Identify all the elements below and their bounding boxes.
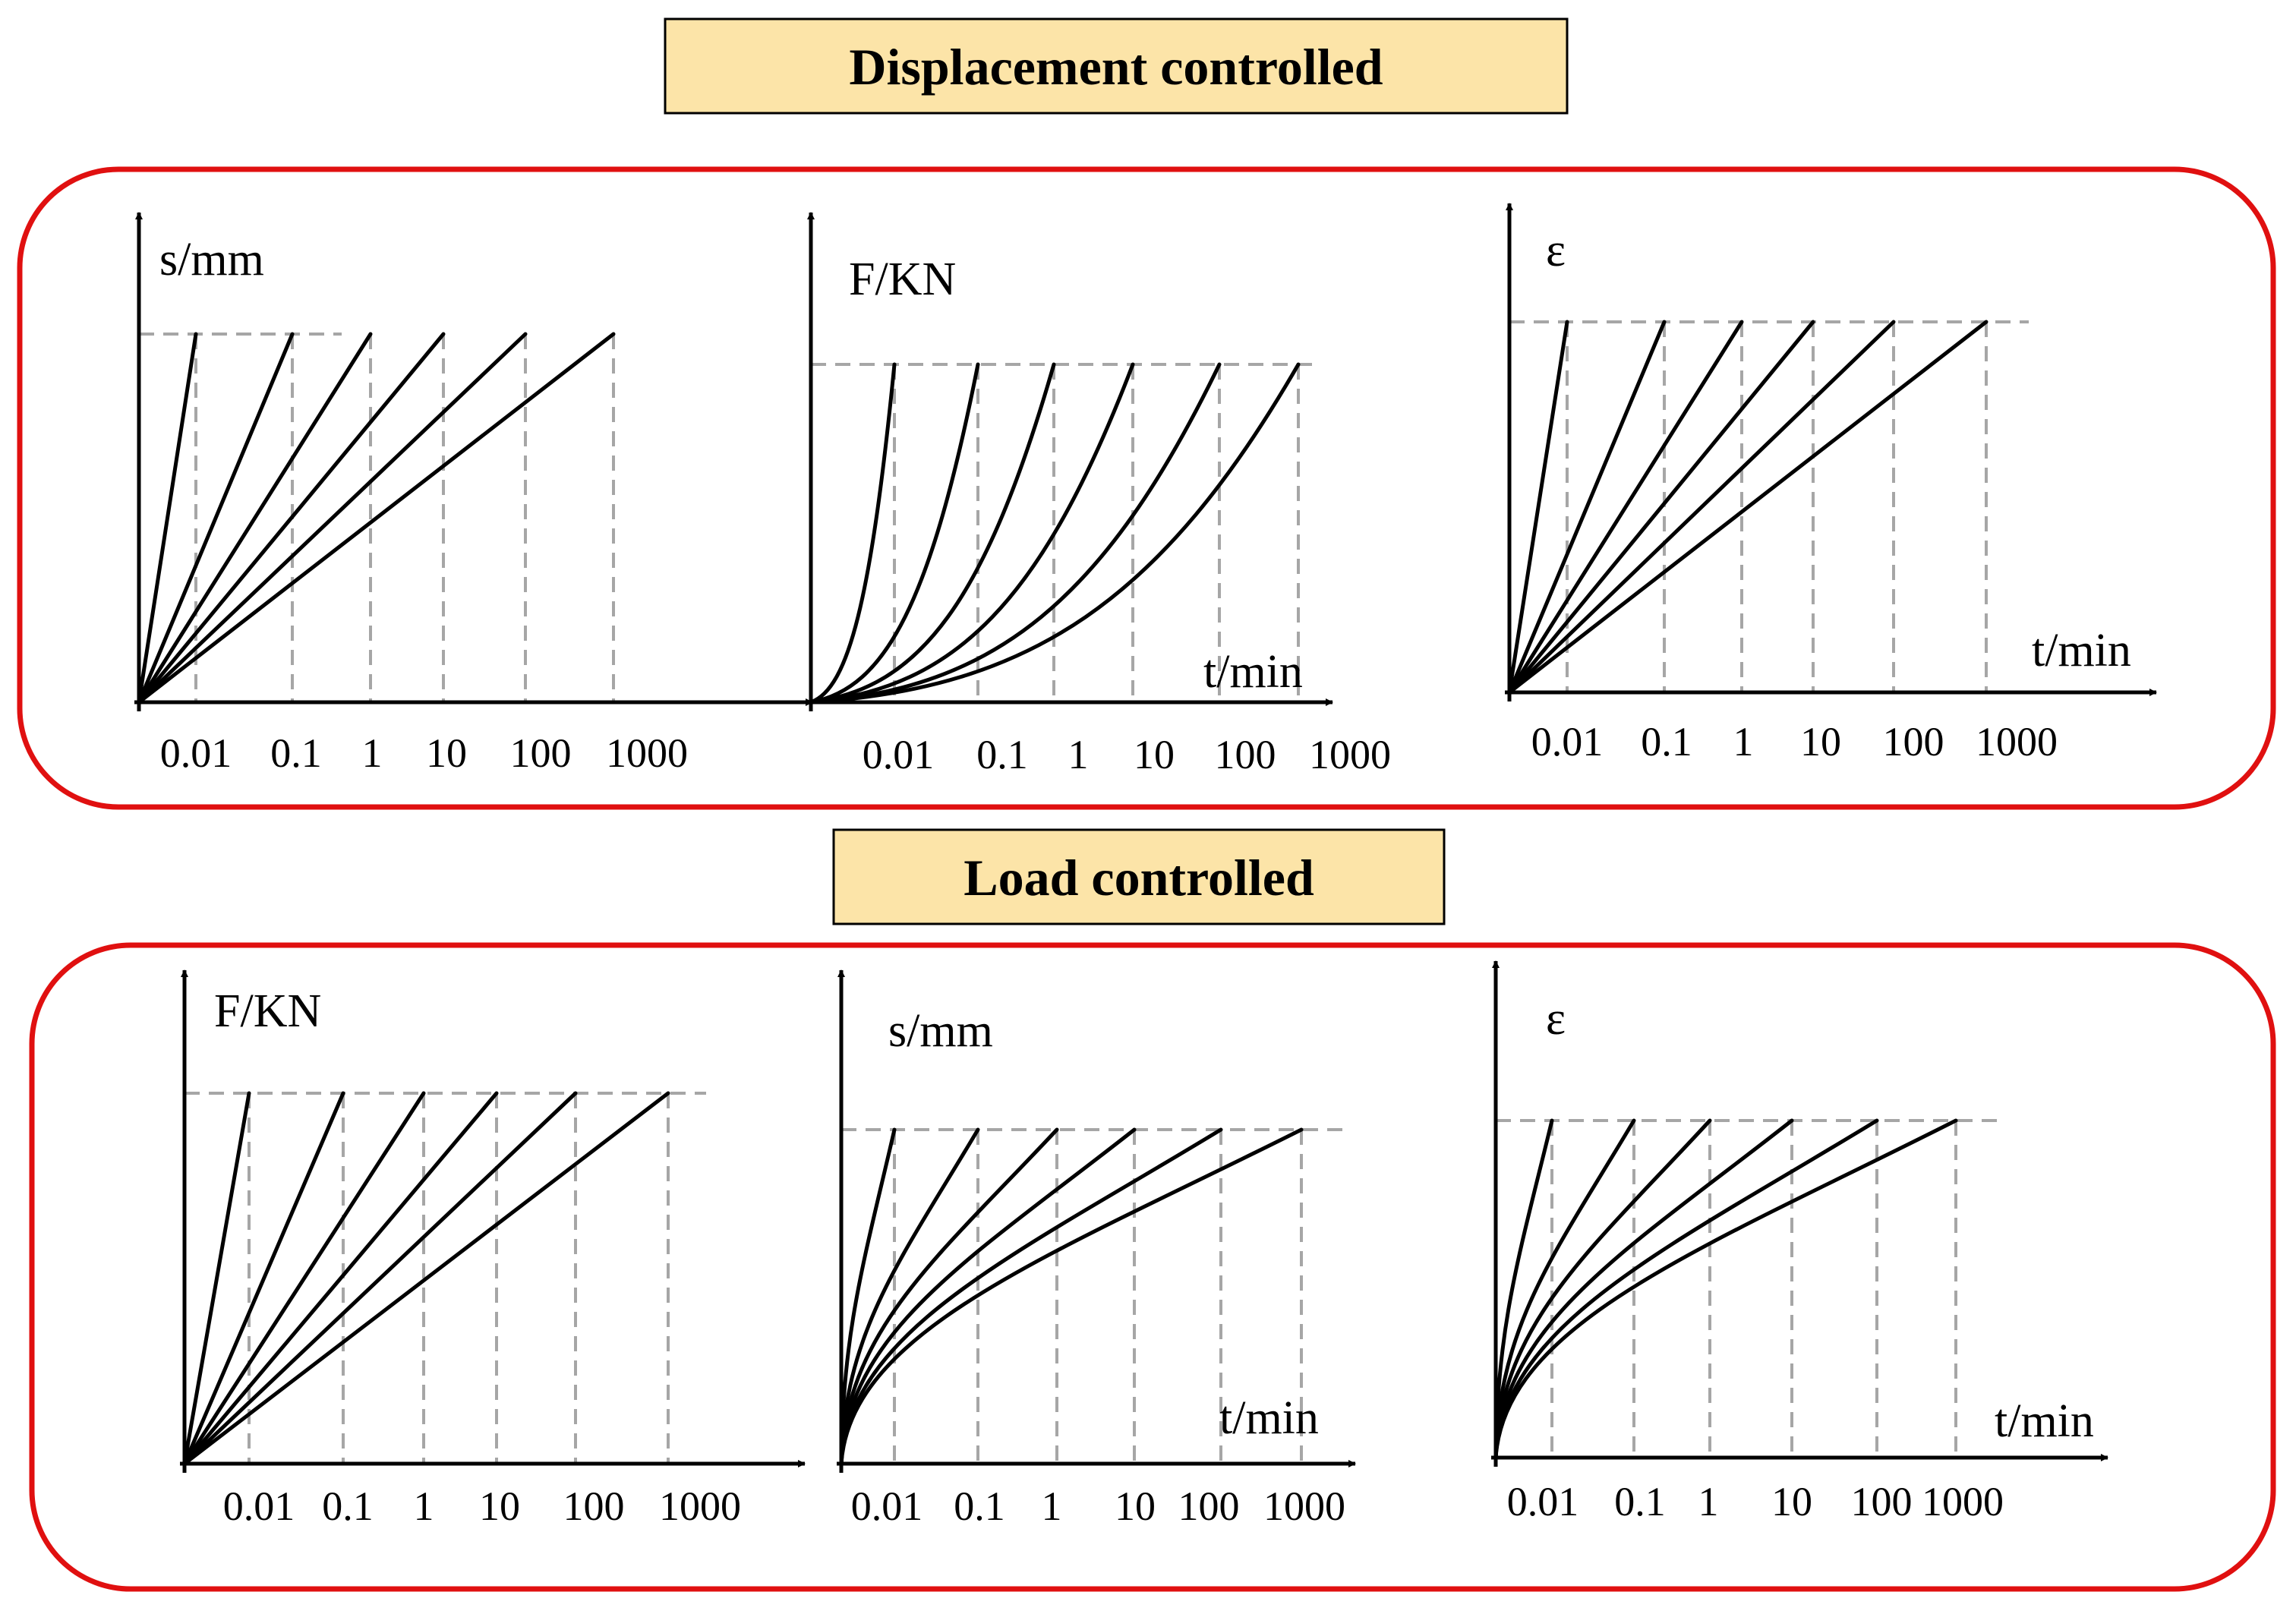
x-tick-label: 1000	[1922, 1479, 2004, 1524]
response-curve	[182, 1091, 251, 1466]
x-tick-label: 1000	[1309, 732, 1391, 777]
x-tick-label: 1	[1733, 719, 1754, 764]
y-axis-label: s/mm	[159, 234, 264, 285]
response-curve	[839, 1127, 1059, 1466]
x-tick-label: 100	[1883, 719, 1944, 764]
x-tick-label: 0.1	[976, 732, 1028, 777]
y-axis-label: s/mm	[888, 1005, 993, 1057]
x-tick-label: 100	[1215, 732, 1276, 777]
x-tick-label: 1000	[606, 730, 688, 776]
response-curve	[1507, 320, 1896, 695]
response-curve	[1507, 320, 1667, 695]
response-curve	[1507, 320, 1569, 695]
response-curve	[839, 1127, 1137, 1466]
response-curve	[137, 332, 616, 705]
response-curve	[809, 362, 980, 705]
response-curve	[809, 362, 1135, 705]
section-title-box	[664, 17, 1569, 115]
x-tick-label: 100	[1851, 1479, 1913, 1524]
x-tick-label: 0.1	[1614, 1479, 1666, 1524]
x-tick-label: 10	[426, 730, 467, 776]
x-tick-label: 0.01	[851, 1483, 923, 1529]
x-axis-label: t/min	[2032, 625, 2131, 676]
x-tick-label: 1	[1068, 732, 1089, 777]
x-tick-label: 0.01	[1531, 719, 1604, 764]
x-tick-label: 0.01	[863, 732, 935, 777]
response-curve	[137, 332, 528, 705]
response-curve	[809, 362, 1222, 705]
response-curve	[182, 1091, 345, 1466]
y-axis-label: F/KN	[849, 254, 956, 305]
response-curve	[182, 1091, 578, 1466]
x-axis-label: t/min	[1219, 1392, 1319, 1444]
response-curve	[1507, 320, 1988, 695]
x-tick-label: 1000	[1263, 1483, 1345, 1529]
response-curve	[182, 1091, 426, 1466]
y-axis-label: ε	[1546, 225, 1566, 276]
x-tick-label: 100	[563, 1483, 625, 1529]
x-tick-label: 10	[479, 1483, 520, 1529]
plot-strain-vs-t-displacement: ε t/min 0.01 0.1 1 10 100 1000	[1505, 203, 2157, 764]
response-curve	[137, 332, 295, 705]
plot-f-vs-t-load: F/KN 0.01 0.1 1 10 100 1000	[180, 969, 806, 1529]
x-tick-label: 0.01	[160, 730, 232, 776]
plot-strain-vs-t-load: ε t/min 0.01 0.1 1 10 100 1000	[1491, 960, 2108, 1524]
response-curve	[1493, 1118, 1879, 1460]
response-curve	[1493, 1118, 1794, 1460]
response-curve	[809, 362, 1056, 705]
panel-frame	[29, 942, 2276, 1592]
x-tick-label: 10	[1115, 1483, 1156, 1529]
x-tick-label: 0.1	[322, 1483, 374, 1529]
panel-frame	[17, 166, 2276, 810]
response-curve	[137, 332, 446, 705]
x-tick-label: 0.1	[270, 730, 322, 776]
response-curve	[839, 1127, 980, 1466]
x-tick-label: 100	[1178, 1483, 1240, 1529]
section-title: Displacement controlled	[849, 38, 1383, 96]
response-curve	[182, 1091, 499, 1466]
x-tick-label: 1	[1042, 1483, 1062, 1529]
response-curve	[839, 1127, 1304, 1466]
x-tick-label: 1	[414, 1483, 434, 1529]
y-axis-label: ε	[1546, 993, 1566, 1045]
x-tick-label: 0.1	[954, 1483, 1005, 1529]
response-curve	[1507, 320, 1815, 695]
response-curve	[839, 1127, 1223, 1466]
plot-s-vs-t-displacement: s/mm 0.01 0.1 1 10 100 1000	[134, 212, 813, 776]
response-curve	[182, 1091, 670, 1466]
section-title: Load controlled	[964, 849, 1314, 906]
x-tick-label: 10	[1800, 719, 1841, 764]
y-axis-label: F/KN	[214, 985, 321, 1037]
response-curve	[1493, 1118, 1958, 1460]
x-axis-label: t/min	[1203, 646, 1303, 698]
x-tick-label: 100	[510, 730, 572, 776]
x-tick-label: 1	[362, 730, 383, 776]
x-tick-label: 0.01	[223, 1483, 295, 1529]
x-tick-label: 1000	[1976, 719, 2058, 764]
response-curve	[809, 362, 897, 705]
response-curve	[137, 332, 198, 705]
response-curve	[1507, 320, 1744, 695]
x-axis-label: t/min	[1995, 1395, 2094, 1447]
x-tick-label: 10	[1134, 732, 1175, 777]
plot-f-vs-t-displacement: F/KN t/min 0.01 0.1 1 10 100 1000	[806, 212, 1391, 777]
response-curve	[809, 362, 1301, 705]
section-title-box	[832, 828, 1446, 925]
x-tick-label: 0.01	[1507, 1479, 1579, 1524]
x-tick-label: 10	[1771, 1479, 1812, 1524]
plot-s-vs-t-load: s/mm t/min 0.01 0.1 1 10 100 1000	[837, 969, 1356, 1529]
x-tick-label: 0.1	[1641, 719, 1692, 764]
response-curve	[1493, 1118, 1712, 1460]
response-curve	[137, 332, 373, 705]
response-curve	[1493, 1118, 1636, 1460]
x-tick-label: 1000	[659, 1483, 741, 1529]
x-tick-label: 1	[1698, 1479, 1719, 1524]
